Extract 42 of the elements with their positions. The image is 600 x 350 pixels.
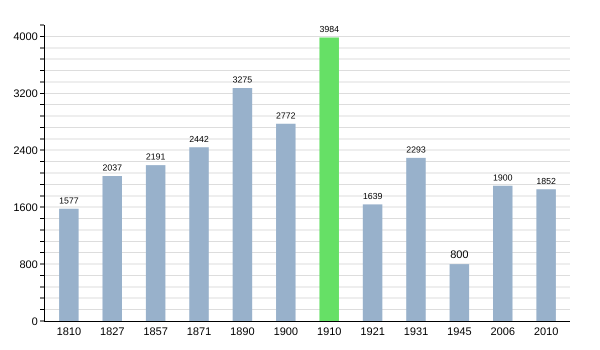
bar: [146, 165, 166, 321]
x-tick-label: 1910: [316, 326, 342, 338]
data-label: 1900: [493, 172, 513, 182]
bar: [362, 204, 382, 321]
x-tick-label: 2010: [534, 326, 558, 338]
bar: [450, 264, 470, 321]
x-tick-label: 2006: [490, 326, 515, 338]
y-tick-label: 2400: [13, 145, 38, 158]
data-label: 2293: [406, 144, 426, 154]
data-label: 2191: [146, 152, 166, 162]
data-label: 2037: [102, 162, 122, 173]
x-tick-label: 1827: [100, 326, 124, 338]
data-label: 3984: [319, 24, 340, 34]
bar: [276, 124, 296, 321]
bar: [59, 208, 79, 321]
bar: [102, 176, 122, 321]
x-tick-label: 1857: [143, 326, 168, 338]
bar: [189, 147, 209, 321]
x-tick-label: 1871: [186, 326, 212, 338]
x-tick-label: 1931: [404, 326, 428, 338]
y-tick-label: 800: [19, 258, 38, 271]
bar: [319, 38, 339, 321]
bar: [492, 186, 513, 321]
y-tick-label: 3200: [13, 88, 38, 100]
data-label: 2772: [276, 110, 296, 120]
x-tick-label: 1900: [274, 326, 298, 338]
bar: [406, 158, 426, 321]
y-tick-label: 0: [32, 316, 38, 328]
y-tick-label: 4000: [13, 31, 38, 44]
data-label: 2442: [189, 134, 209, 144]
x-tick-label: 1945: [447, 326, 472, 338]
x-tick-label: 1810: [56, 326, 82, 338]
data-label: 1577: [59, 195, 79, 206]
x-tick-label: 1890: [230, 326, 255, 338]
data-label: 3275: [232, 74, 252, 85]
x-tick-label: 1921: [360, 326, 385, 338]
bar: [536, 189, 556, 321]
data-label: 1639: [362, 190, 382, 201]
y-tick-label: 1600: [13, 202, 38, 214]
data-label: 1852: [536, 176, 556, 186]
data-label: 800: [450, 249, 469, 262]
bar: [232, 88, 252, 321]
